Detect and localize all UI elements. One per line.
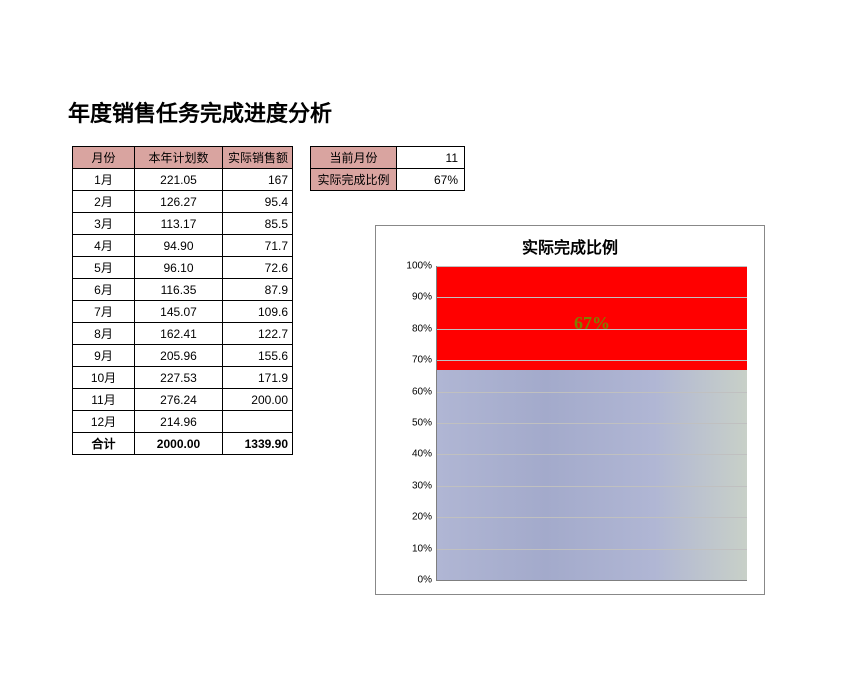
header-plan: 本年计划数: [135, 147, 223, 169]
chart-ytick-label: 70%: [382, 355, 432, 366]
table-row: 2月126.2795.4: [73, 191, 293, 213]
cell-plan: 162.41: [135, 323, 223, 345]
cell-month: 12月: [73, 411, 135, 433]
cell-month: 2月: [73, 191, 135, 213]
chart-gridline: [437, 517, 747, 518]
chart-gridline: [437, 392, 747, 393]
cell-actual: 72.6: [223, 257, 293, 279]
table-total-row: 合计2000.001339.90: [73, 433, 293, 455]
cell-actual: 155.6: [223, 345, 293, 367]
table-row: 1月221.05167: [73, 169, 293, 191]
cell-month: 5月: [73, 257, 135, 279]
cell-actual: 95.4: [223, 191, 293, 213]
table-row: 5月96.1072.6: [73, 257, 293, 279]
cell-plan: 113.17: [135, 213, 223, 235]
cell-month: 9月: [73, 345, 135, 367]
chart-ytick-label: 0%: [382, 575, 432, 586]
chart-gridline: [437, 266, 747, 267]
cell-total-plan: 2000.00: [135, 433, 223, 455]
table-row: 11月276.24200.00: [73, 389, 293, 411]
summary-row: 当前月份11: [311, 147, 465, 169]
chart-gridline: [437, 486, 747, 487]
cell-actual: 109.6: [223, 301, 293, 323]
chart-ytick-label: 30%: [382, 480, 432, 491]
table-row: 8月162.41122.7: [73, 323, 293, 345]
cell-total-label: 合计: [73, 433, 135, 455]
summary-row: 实际完成比例67%: [311, 169, 465, 191]
table-row: 4月94.9071.7: [73, 235, 293, 257]
cell-actual: 171.9: [223, 367, 293, 389]
chart-gridline: [437, 360, 747, 361]
cell-month: 6月: [73, 279, 135, 301]
summary-value: 11: [397, 147, 465, 169]
cell-plan: 126.27: [135, 191, 223, 213]
cell-total-actual: 1339.90: [223, 433, 293, 455]
cell-actual: 71.7: [223, 235, 293, 257]
chart-gridline: [437, 454, 747, 455]
cell-plan: 205.96: [135, 345, 223, 367]
cell-month: 8月: [73, 323, 135, 345]
cell-month: 1月: [73, 169, 135, 191]
cell-plan: 276.24: [135, 389, 223, 411]
cell-actual: 200.00: [223, 389, 293, 411]
table-row: 7月145.07109.6: [73, 301, 293, 323]
chart-ytick-label: 40%: [382, 449, 432, 460]
chart-ytick-label: 90%: [382, 292, 432, 303]
summary-label: 当前月份: [311, 147, 397, 169]
cell-actual: 122.7: [223, 323, 293, 345]
completion-chart: 实际完成比例 67% 0% 10% 20% 30% 40% 50% 60% 70% 80% 90%…: [375, 225, 765, 595]
table-row: 9月205.96155.6: [73, 345, 293, 367]
cell-actual: 87.9: [223, 279, 293, 301]
chart-title: 实际完成比例: [376, 234, 764, 258]
cell-month: 3月: [73, 213, 135, 235]
summary-value: 67%: [397, 169, 465, 191]
chart-ytick-label: 100%: [382, 261, 432, 272]
monthly-table: 月份 本年计划数 实际销售额 1月221.051672月126.2795.43月…: [72, 146, 293, 455]
chart-value-label: 67%: [437, 313, 747, 334]
table-header-row: 月份 本年计划数 实际销售额: [73, 147, 293, 169]
cell-plan: 214.96: [135, 411, 223, 433]
chart-ytick-label: 80%: [382, 323, 432, 334]
chart-ytick-label: 60%: [382, 386, 432, 397]
cell-plan: 145.07: [135, 301, 223, 323]
cell-plan: 227.53: [135, 367, 223, 389]
table-row: 3月113.1785.5: [73, 213, 293, 235]
cell-month: 10月: [73, 367, 135, 389]
summary-label: 实际完成比例: [311, 169, 397, 191]
chart-ytick-label: 10%: [382, 543, 432, 554]
chart-gridline: [437, 423, 747, 424]
table-row: 12月214.96: [73, 411, 293, 433]
cell-actual: 167: [223, 169, 293, 191]
cell-month: 4月: [73, 235, 135, 257]
table-row: 10月227.53171.9: [73, 367, 293, 389]
page-title: 年度销售任务完成进度分析: [68, 96, 332, 128]
summary-table: 当前月份11实际完成比例67%: [310, 146, 465, 191]
chart-gridline: [437, 297, 747, 298]
cell-month: 11月: [73, 389, 135, 411]
table-row: 6月116.3587.9: [73, 279, 293, 301]
chart-ytick-label: 20%: [382, 512, 432, 523]
cell-actual: 85.5: [223, 213, 293, 235]
cell-plan: 221.05: [135, 169, 223, 191]
cell-plan: 94.90: [135, 235, 223, 257]
cell-plan: 116.35: [135, 279, 223, 301]
cell-actual: [223, 411, 293, 433]
chart-ytick-label: 50%: [382, 418, 432, 429]
chart-gridline: [437, 329, 747, 330]
chart-gridline: [437, 549, 747, 550]
header-actual: 实际销售额: [223, 147, 293, 169]
page-canvas: 年度销售任务完成进度分析 月份 本年计划数 实际销售额 1月221.051672…: [0, 0, 854, 674]
chart-plot-area: 67%: [436, 266, 747, 581]
cell-month: 7月: [73, 301, 135, 323]
header-month: 月份: [73, 147, 135, 169]
cell-plan: 96.10: [135, 257, 223, 279]
